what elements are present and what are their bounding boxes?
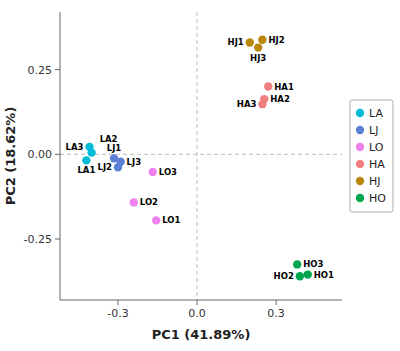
point-label: LO2	[140, 197, 158, 207]
point-label: HA3	[237, 99, 257, 109]
x-tick-label: 0.0	[188, 307, 206, 320]
legend-label: LA	[369, 107, 383, 120]
x-tick	[197, 300, 198, 305]
point	[296, 272, 304, 280]
legend-marker	[356, 160, 364, 168]
x-tick	[276, 300, 277, 305]
point-label: HJ1	[228, 37, 244, 47]
y-axis-line	[60, 12, 61, 300]
point-label: HO1	[314, 270, 334, 280]
point	[130, 198, 138, 206]
point	[85, 143, 93, 151]
legend-marker	[356, 177, 364, 185]
point-label: LA3	[66, 142, 84, 152]
y-tick	[55, 154, 60, 155]
points	[82, 36, 312, 281]
x-tick-label: 0.3	[267, 307, 285, 320]
legend-label: HO	[369, 192, 386, 205]
legend-marker	[356, 194, 364, 202]
x-tick	[117, 300, 118, 305]
point	[116, 158, 124, 166]
point-label: LJ1	[107, 143, 122, 153]
point-label: HA2	[270, 94, 290, 104]
point-label: HJ2	[268, 35, 284, 45]
point	[258, 100, 266, 108]
point	[149, 168, 157, 176]
x-tick-label: -0.3	[107, 307, 128, 320]
point	[152, 216, 160, 224]
point-label: LA1	[77, 165, 95, 175]
legend-marker	[356, 143, 364, 151]
y-axis-label: PC2 (18.62%)	[3, 107, 18, 206]
legend-label: HJ	[369, 175, 381, 188]
point	[258, 36, 266, 44]
reference-line	[197, 12, 198, 300]
point-label: HA1	[274, 82, 294, 92]
point-label: LA2	[100, 134, 118, 144]
legend-frame	[350, 100, 393, 212]
point	[264, 82, 272, 90]
y-tick	[55, 239, 60, 240]
y-tick-label: 0.00	[28, 148, 53, 161]
x-axis-label: PC1 (41.89%)	[152, 327, 251, 342]
point-label: LO3	[159, 167, 177, 177]
point	[82, 156, 90, 164]
chart: -0.3 0.0 0.3 -0.25 0.00 0.25 PC1 (41.89%) PC2 (…	[0, 0, 400, 351]
legend-label: LJ	[369, 124, 378, 137]
point-label: LJ2	[97, 162, 112, 172]
reference-line	[60, 154, 342, 155]
point-label: LO1	[162, 215, 180, 225]
legend-marker	[356, 126, 364, 134]
point	[246, 38, 254, 46]
legend-label: HA	[369, 158, 385, 171]
point	[254, 43, 262, 51]
point-labels: LA1 LA2 LA3 LJ1 LJ2 LJ3 LO1 LO2 LO3 HA1 HA2 HA3 HJ1 H…	[66, 35, 334, 281]
legend-label: LO	[369, 141, 384, 154]
y-tick	[55, 69, 60, 70]
point-label: HO3	[303, 259, 323, 269]
y-tick-label: 0.25	[28, 64, 53, 77]
point-label: HO2	[274, 271, 294, 281]
point-label: HJ3	[250, 53, 266, 63]
point	[293, 260, 301, 268]
point-label: LJ3	[127, 157, 142, 167]
legend-marker	[356, 109, 364, 117]
x-axis-line	[60, 300, 342, 301]
y-tick-label: -0.25	[24, 233, 52, 246]
legend: LA LJ LO HA HJ HO	[350, 100, 393, 212]
point	[304, 270, 312, 278]
